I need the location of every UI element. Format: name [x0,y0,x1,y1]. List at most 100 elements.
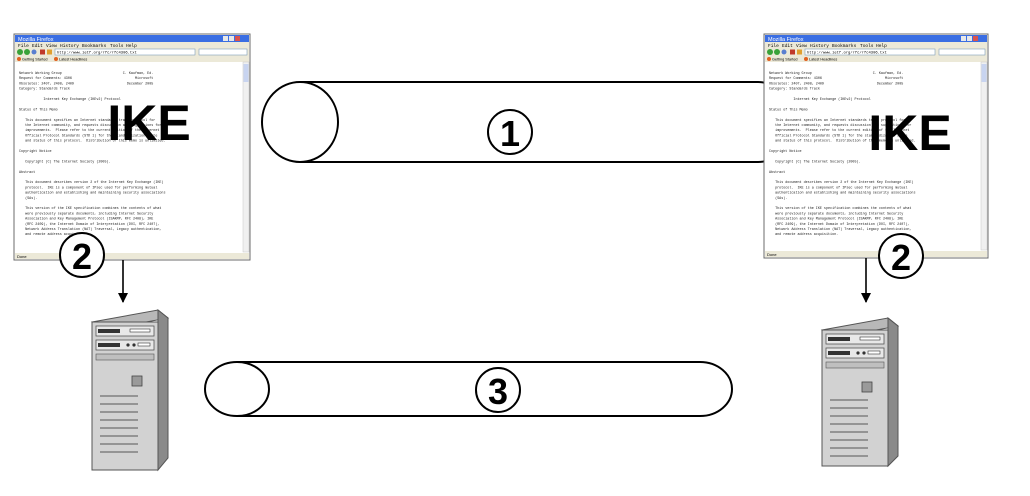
status-text: Done [17,254,27,259]
step-2-label-left: 2 [72,236,92,277]
document-line: protocol. IKE is a component of IPsec us… [19,185,157,190]
ike-window-right: Mozilla Firefox File Edit View History B… [763,33,989,259]
forward-icon[interactable] [24,49,30,55]
bookmark-getting-started[interactable]: Getting Started [22,58,48,62]
document-line: Association and Key Management Protocol … [19,217,153,222]
address-bar[interactable] [54,48,196,56]
document-line: Copyright Notice [19,149,52,154]
scrollbar-thumb[interactable] [243,64,249,82]
ike-window-left: Mozilla Firefox File Edit View History B… [13,33,251,261]
document-line: Abstract [769,170,785,175]
document-line: (SAs). [19,196,37,201]
close-icon[interactable] [235,36,240,41]
menu-bar [15,42,249,48]
status-text: Done [767,252,777,257]
document-line: were previously separate documents, incl… [19,211,153,216]
address-bar[interactable] [804,48,936,56]
document-line: This document specifies an Internet stan… [19,118,155,123]
document-line: Network Working Group C. Kaufman, Ed. [19,71,153,76]
window-title: Mozilla Firefox [18,37,54,43]
menu-bar [765,42,987,48]
menu-item-view[interactable]: View [46,43,57,49]
document-line: Category: Standards Track [19,87,70,92]
document-line: Official Protocol Standards (STD 1) for … [769,133,907,138]
back-icon[interactable] [767,49,773,55]
window-title: Mozilla Firefox [768,37,804,43]
reload-icon[interactable] [781,49,787,55]
step-2-label-right: 2 [891,237,911,278]
document-line: improvements. Please refer to the curren… [769,128,909,133]
ike-label-left: IKE [107,95,190,151]
document-line: Association and Key Management Protocol … [769,217,903,222]
minimize-icon[interactable] [223,36,228,41]
home-icon[interactable] [797,49,802,55]
vertical-scrollbar[interactable] [242,61,250,253]
menu-item-help[interactable]: Help [126,43,137,49]
search-box[interactable] [938,48,986,56]
menu-item-history[interactable]: History [60,43,79,49]
reload-icon[interactable] [31,49,37,55]
document-line: Status of This Memo [19,107,58,112]
document-line: This document describes version 2 of the… [769,180,913,185]
menu-item-file[interactable]: File [18,43,29,49]
status-bar [765,251,987,257]
document-line: the Internet community, and requests dis… [19,123,161,128]
close-icon[interactable] [973,36,978,41]
maximize-icon[interactable] [229,36,234,41]
vertical-scrollbar[interactable] [980,61,988,251]
bookmark-latest-headlines[interactable]: Latest Headlines [809,58,837,62]
bookmarks-toolbar [15,56,249,62]
menu-item-view[interactable]: View [796,43,807,49]
menu-item-bookmarks[interactable]: Bookmarks [832,43,857,49]
home-icon[interactable] [47,49,52,55]
document-line: Copyright Notice [769,149,802,154]
document-line: (RFC 2409), the Internet Domain of Inter… [19,222,159,227]
document-line: Network Address Translation (NAT) Traver… [19,227,161,232]
bookmark-getting-started[interactable]: Getting Started [772,58,798,62]
back-icon[interactable] [17,49,23,55]
menu-item-file[interactable]: File [768,43,779,49]
menu-item-bookmarks[interactable]: Bookmarks [82,43,107,49]
document-line: Network Address Translation (NAT) Traver… [769,227,911,232]
document-line: and status of this protocol. Distributio… [769,139,916,144]
ike-label-right: IKE [868,105,951,161]
bookmark-latest-headlines[interactable]: Latest Headlines [59,58,87,62]
stop-icon[interactable] [790,49,795,55]
document-line: This document describes version 2 of the… [19,180,163,185]
document-line: authentication and establishing and main… [19,191,166,196]
maximize-icon[interactable] [967,36,972,41]
document-line: and status of this protocol. Distributio… [19,139,166,144]
stop-icon[interactable] [40,49,45,55]
minimize-icon[interactable] [961,36,966,41]
scrollbar-thumb[interactable] [981,64,987,82]
document-line: Category: Standards Track [769,87,820,92]
menu-item-tools[interactable]: Tools [860,43,874,49]
document-line: Request for Comments: 4306 Microsoft [769,76,903,81]
menu-item-help[interactable]: Help [876,43,887,49]
document-line: the Internet community, and requests dis… [769,123,911,128]
menu-item-tools[interactable]: Tools [110,43,124,49]
document-line: Internet Key Exchange (IKEv2) Protocol [19,97,121,102]
document-line: and remote address acquisition. [769,232,838,237]
menu-item-edit[interactable]: Edit [32,43,43,49]
document-line: Official Protocol Standards (STD 1) for … [19,133,157,138]
document-line: improvements. Please refer to the curren… [19,128,159,133]
step-3-badge: 3 [475,367,521,413]
menu-item-edit[interactable]: Edit [782,43,793,49]
rfc-document-text: Network Working Group C. Kaufman, Ed.Req… [769,71,916,237]
step-2-badge-right: 2 [878,233,924,279]
forward-icon[interactable] [774,49,780,55]
document-line: Copyright (C) The Internet Society (2005… [769,159,861,164]
search-box[interactable] [198,48,248,56]
step-2-badge-left: 2 [59,232,105,278]
document-line: Copyright (C) The Internet Society (2005… [19,159,111,164]
menu-item-history[interactable]: History [810,43,829,49]
document-line: This document specifies an Internet stan… [769,118,905,123]
document-line: protocol. IKE is a component of IPsec us… [769,185,907,190]
status-bar [15,253,249,259]
server-icon-right [820,316,900,468]
bookmarks-toolbar [765,56,987,62]
ipsec-sa-tunnel [204,361,733,417]
document-line: Obsoletes: 2407, 2408, 2409 December 200… [769,81,903,86]
